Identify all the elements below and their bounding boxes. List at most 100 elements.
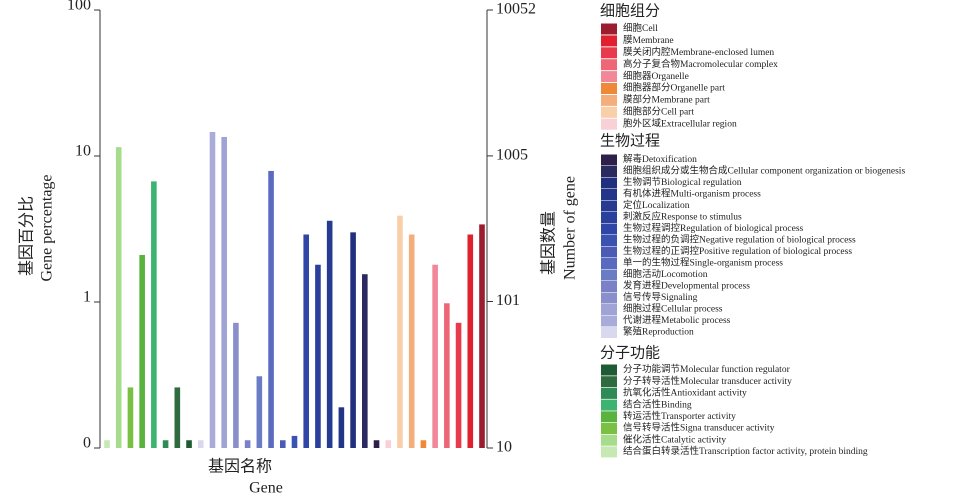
legend-label: 细胞器部分Organelle part [623,82,725,94]
legend-label: 繁殖Reproduction [623,326,694,338]
bar [303,234,310,448]
bar [209,132,216,448]
legend-label: 高分子复合物Macromolecular complex [623,58,778,70]
x-label: 基因名称 [208,458,272,476]
legend-label: 生物调节Biological regulation [623,176,742,188]
legend-swatch [601,94,617,106]
bar [455,322,462,448]
legend-swatch [601,59,617,71]
legend-swatch [601,106,617,118]
bar [104,440,110,448]
y2-tick-label: 101 [496,292,520,309]
bar [174,387,181,448]
legend-label: 细胞组织成分或生物合成Cellular component organizati… [623,165,905,177]
legend-title: 生物过程 [600,132,660,149]
legend-label: 单一的生物过程Single-organism process [623,257,783,269]
legend-swatch [601,246,617,258]
legend-swatch [601,327,617,338]
legend-label: 定位Localization [623,199,690,211]
legend-swatch [601,281,617,292]
bar [350,232,356,448]
bar [197,440,204,448]
legend-label: 细胞Cell [623,22,658,34]
legend-label: 分子转导活性Molecular transducer activity [623,375,792,387]
legend-label: 解毒Detoxification [623,153,697,165]
y-label: Gene percentage [39,174,56,281]
y2-label: Number of gene [562,176,579,280]
legend-label: 分子功能调节Molecular function regulator [623,363,791,375]
legend-swatch [601,304,617,315]
legend-swatch [601,71,617,83]
bar [151,181,157,449]
legend-swatch [601,154,617,166]
bar [268,170,274,448]
bar [139,254,145,448]
bar [397,215,403,448]
legend-swatch [601,411,617,423]
legend-swatch [601,364,617,376]
legend-swatch [601,189,617,200]
bar [221,136,227,449]
bar [256,376,263,448]
bar [291,435,298,448]
bar [373,440,380,448]
bar [279,440,286,448]
y-label: 基因百分比 [18,196,36,276]
legend-swatch [601,200,617,212]
bar [338,407,345,448]
legend-label: 细胞部分Cell part [623,105,694,117]
bar [162,440,169,448]
legend-title: 细胞组分 [600,2,660,19]
legend-label: 结合活性Binding [623,398,692,410]
legend-swatch [601,177,617,189]
legend-swatch [601,47,617,59]
legend-swatch [601,223,617,235]
legend-label: 生物过程调控Regulation of biological process [623,222,804,234]
legend-swatch [601,269,617,281]
legend-label: 膜部分Membrane part [623,94,710,106]
legend-label: 结合蛋白转录活性Transcription factor activity, p… [623,445,868,457]
legend-swatch [601,376,617,388]
legend-label: 生物过程的负调控Negative regulation of biologica… [623,234,856,246]
bar [326,220,333,448]
legend-swatch [601,166,617,177]
legend-label: 转运活性Transporter activity [623,410,736,422]
legend-label: 有机体进程Multi-organism process [623,188,761,200]
legend-label: 信号传导Signaling [623,291,698,303]
y-tick-label: 0 [83,435,91,452]
legend-swatch [601,399,617,411]
legend-swatch [601,292,617,304]
bar [385,440,392,448]
legend-label: 发育进程Developmental process [623,280,750,292]
bar [244,440,251,448]
legend-swatch [601,212,617,223]
bar [315,264,321,448]
legend-title: 分子功能 [600,344,660,361]
y-tick-label: 10 [75,143,91,160]
legend-swatch [601,423,617,434]
bar [408,234,415,448]
y-tick-label: 1 [83,289,91,306]
y2-tick-label: 1005 [496,147,528,164]
y2-tick-label: 10 [496,439,512,456]
bar [467,234,474,448]
legend-swatch [601,315,617,327]
legend-label: 刺激反应Response to stimulus [623,211,742,223]
legend-label: 胞外区域Extracellular region [623,117,737,129]
bar [115,147,122,448]
bar [127,387,134,448]
y-tick-label: 100 [67,0,91,14]
legend-label: 抗氧化活性Antioxidant activity [623,387,747,399]
legend-swatch [601,446,617,458]
legend-swatch [601,235,617,246]
legend-label: 细胞过程Cellular process [623,303,723,315]
legend-label: 信号转导活性Signa transducer activity [623,422,775,434]
legend-swatch [601,23,617,35]
legend-label: 代谢进程Metabolic process [623,314,731,326]
legend-swatch [601,258,617,269]
bar [444,303,450,448]
legend-label: 细胞器Organelle [623,70,689,82]
legend-label: 催化活性Catalytic activity [623,433,726,445]
x-label: Gene [249,480,283,497]
